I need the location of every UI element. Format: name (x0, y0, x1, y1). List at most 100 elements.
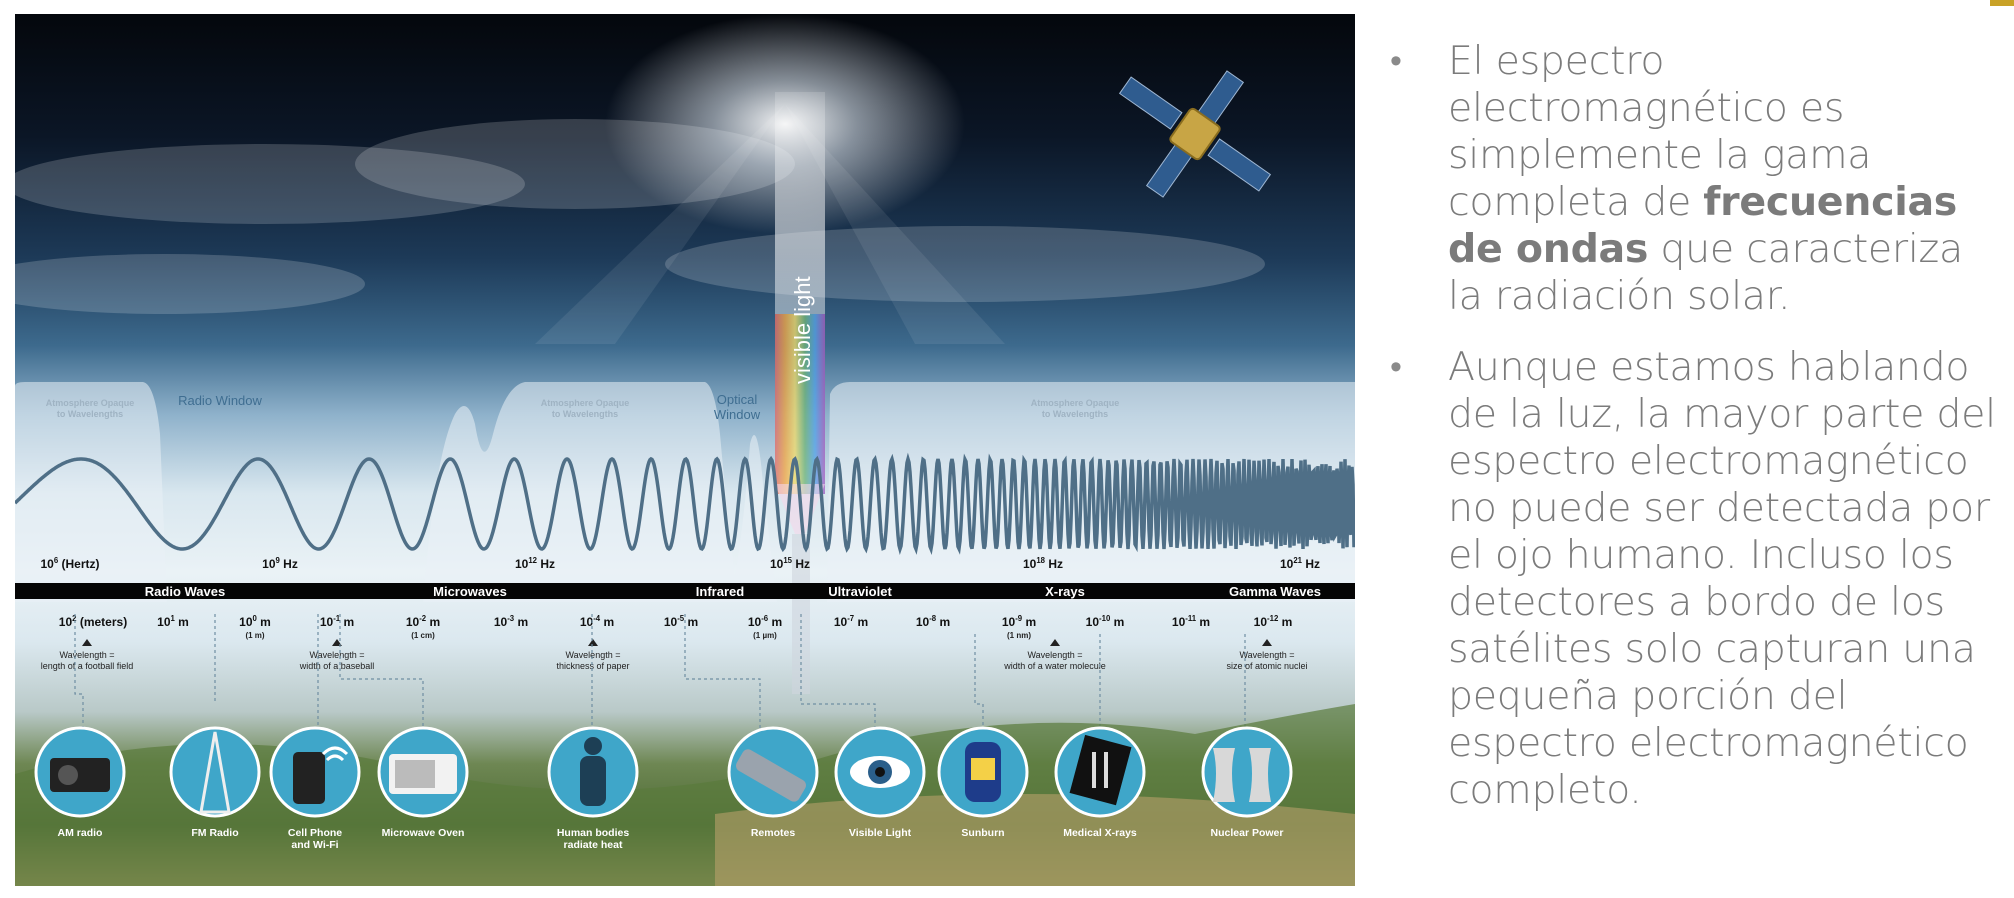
band-label: Microwaves (433, 584, 507, 599)
source-item: Sunburn (937, 726, 1029, 839)
source-label: FM Radio (191, 827, 238, 839)
source-label: Remotes (751, 827, 796, 839)
bullet-item-2: • Aunque estamos hablando de la luz, la … (1384, 344, 2004, 814)
wavelength-label-unit: m (340, 615, 354, 629)
spectrum-wave (15, 452, 1355, 556)
source-label: and Wi-Fi (291, 839, 338, 851)
source-item: Remotes (727, 726, 819, 839)
frequency-label-exp: 15 (783, 556, 792, 565)
band-label: Radio Waves (145, 584, 225, 599)
atmosphere-opaque-label: Atmosphere Opaque (1031, 398, 1120, 408)
frequency-label: 1012 Hz (515, 556, 555, 571)
comparison-label: Wavelength = (60, 650, 115, 660)
wavelength-label-exp: -12 (1267, 614, 1279, 623)
comparison-label: Wavelength = (310, 650, 365, 660)
frequency-label-base: 10 (515, 557, 529, 571)
wavelength-label-base: 10 (580, 615, 594, 629)
up-arrow-icon (588, 639, 598, 646)
wavelength-label-unit: m (1022, 615, 1036, 629)
atmosphere-opaque-label: Atmosphere Opaque (46, 398, 135, 408)
atmosphere-opaque-label: to Wavelengths (552, 409, 618, 419)
wavelength-label-exp: -3 (507, 614, 515, 623)
wavelength-label-unit: m (936, 615, 950, 629)
accent-bar (1990, 0, 2014, 6)
wavelength-label-exp: -8 (929, 614, 937, 623)
wavelength-label: 10-6 m (748, 614, 782, 629)
frequency-label-unit: Hz (280, 557, 298, 571)
comparison-label: Wavelength = (566, 650, 621, 660)
wavelength-label: 10-4 m (580, 614, 614, 629)
comparison-label: width of a baseball (299, 661, 375, 671)
wavelength-label-base: 10 (494, 615, 508, 629)
wavelength-label-base: 10 (1172, 615, 1186, 629)
frequency-label-unit: Hz (1045, 557, 1063, 571)
wavelength-label: 10-10 m (1086, 614, 1125, 629)
wavelength-label-base: 10 (59, 615, 73, 629)
source-label: Sunburn (961, 827, 1004, 839)
comparison-label: size of atomic nuclei (1226, 661, 1307, 671)
source-item: Nuclear Power (1201, 726, 1293, 839)
frequency-label-unit: (Hertz) (58, 557, 99, 571)
frequency-label: 109 Hz (262, 556, 298, 571)
band-label: X-rays (1045, 584, 1085, 599)
wavelength-label-exp: -2 (419, 614, 427, 623)
wavelength-label-unit: m (426, 615, 440, 629)
comparison-label: Wavelength = (1028, 650, 1083, 660)
wavelength-label-base: 10 (406, 615, 420, 629)
source-item: Microwave Oven (377, 726, 469, 839)
source-label: Human bodies (557, 827, 630, 839)
source-label: Visible Light (849, 827, 912, 839)
wavelength-label-exp: -6 (761, 614, 769, 623)
wavelength-label-unit: m (1196, 615, 1210, 629)
wavelength-sublabel: (1 nm) (1007, 631, 1031, 640)
em-spectrum-figure: Radio Waves Microwaves Infrared Ultraviolet… (15, 14, 1355, 886)
source-label: Nuclear Power (1211, 827, 1284, 839)
wavelength-label-unit: m (600, 615, 614, 629)
wavelength-label: 10-3 m (494, 614, 528, 629)
comparison-label: length of a football field (41, 661, 134, 671)
wavelength-label-exp: -9 (1015, 614, 1023, 623)
wavelength-sublabel: (1 cm) (411, 631, 435, 640)
wavelength-label-unit: m (1110, 615, 1124, 629)
atmosphere-opaque-label: Atmosphere Opaque (541, 398, 630, 408)
satellite-icon (1118, 70, 1272, 198)
wavelength-label-unit: m (257, 615, 271, 629)
wavelength-label: 10-5 m (664, 614, 698, 629)
wavelength-label: 10-8 m (916, 614, 950, 629)
wavelength-label-exp: -1 (333, 614, 341, 623)
bullet-marker: • (1390, 41, 1402, 81)
frequency-label-exp: 21 (1293, 556, 1302, 565)
bullet-1-text-end: que caracteriza la radiación solar. (1448, 226, 1963, 319)
wavelength-label: 10-11 m (1172, 614, 1210, 629)
bullet-1-text: El espectro electromagnético es simpleme… (1448, 38, 1872, 225)
source-label: Cell Phone (288, 827, 342, 839)
optical-window-label: Window (714, 407, 761, 422)
bullet-marker: • (1390, 347, 1402, 387)
frequency-label-exp: 6 (54, 556, 59, 565)
comparison-label: Wavelength = (1240, 650, 1295, 660)
frequency-label-base: 10 (40, 557, 54, 571)
wavelength-label-exp: -4 (593, 614, 601, 623)
source-item: FM Radio (169, 726, 261, 839)
bullet-1-bold: frecuencias de ondas (1448, 179, 1958, 272)
up-arrow-icon (1050, 639, 1060, 646)
source-item: Visible Light (834, 726, 926, 839)
bullet-item-1: • El espectro electromagnético es simple… (1384, 38, 2004, 320)
wavelength-label-exp: -10 (1099, 614, 1111, 623)
comparison-label: width of a water molecule (1003, 661, 1106, 671)
wavelength-label: 10-9 m (1002, 614, 1036, 629)
wavelength-label-exp: 1 (171, 614, 176, 623)
up-arrow-icon (82, 639, 92, 646)
frequency-label-base: 10 (770, 557, 784, 571)
wavelength-label-exp: -5 (677, 614, 685, 623)
wavelength-label: 10-1 m (320, 614, 354, 629)
atmosphere-opaque-label: to Wavelengths (1042, 409, 1108, 419)
wavelength-label-base: 10 (239, 615, 253, 629)
radio-window-label: Radio Window (178, 393, 262, 408)
frequency-label: 1021 Hz (1280, 556, 1320, 571)
wavelength-label-base: 10 (1002, 615, 1016, 629)
wavelength-label: 100 m (239, 614, 271, 629)
visible-light-label: visible light (790, 276, 815, 384)
frequency-label-base: 10 (1280, 557, 1294, 571)
